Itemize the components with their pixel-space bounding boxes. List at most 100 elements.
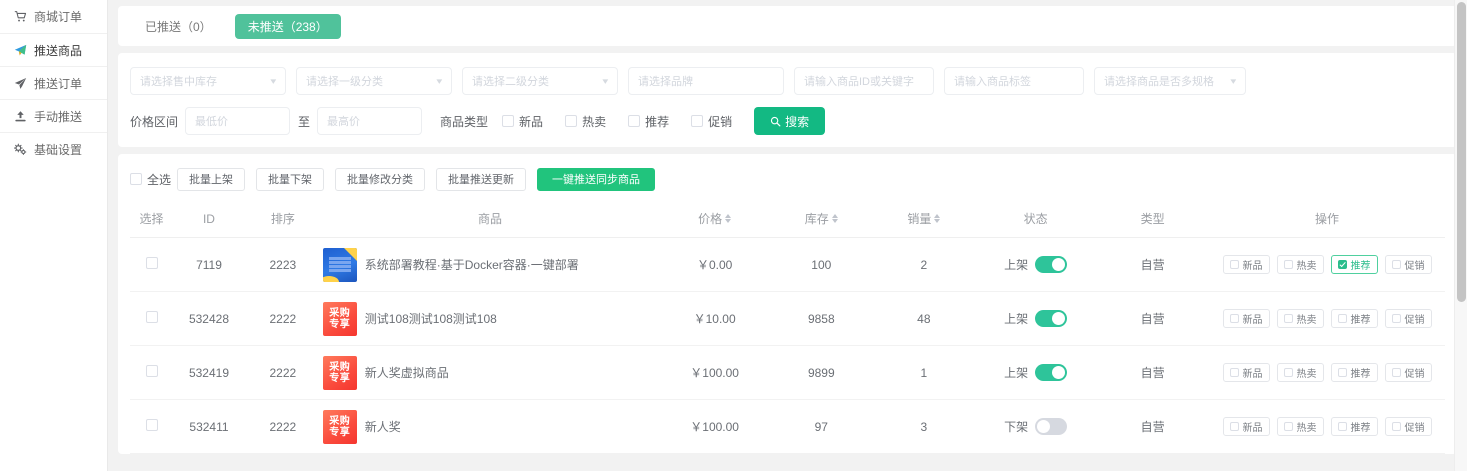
sidebar-item-1[interactable]: 推送商品 [0,33,107,66]
op-button-0[interactable]: 新品 [1222,309,1270,328]
price-min-input[interactable]: 最低价 [185,107,291,135]
cell-price: ￥10.00 [659,291,771,346]
upload-icon [14,110,27,123]
sort-icon[interactable] [725,214,732,223]
bulk-button-0[interactable]: 批量上架 [177,167,246,191]
table-header-6[interactable]: 销量 [872,200,976,238]
row-checkbox[interactable] [145,365,158,377]
tag-input[interactable]: 请输入商品标签 [944,67,1084,95]
brand-select[interactable]: 请选择品牌 [628,67,784,95]
status-toggle[interactable] [1035,364,1068,381]
cell-sort: 2222 [244,399,321,454]
thumbnail-text: 采购 专享 [323,410,357,444]
op-button-2[interactable]: 推荐 [1330,309,1378,328]
type-checkbox-0[interactable]: 新品 [502,113,543,130]
paper-plane-colored-icon [14,44,27,57]
multispec-select[interactable]: 请选择商品是否多规格 ▾ [1094,67,1246,95]
status-label: 下架 [1004,420,1029,434]
bulk-button-2[interactable]: 批量修改分类 [335,167,426,191]
op-button-label: 新品 [1242,369,1263,380]
type-checkbox-1[interactable]: 热卖 [565,113,606,130]
sort-icon[interactable] [831,214,838,223]
select-all-checkbox[interactable]: 全选 [130,171,171,188]
status-toggle[interactable] [1035,418,1068,435]
checkbox-box [1229,368,1239,377]
header-label: 库存 [804,212,829,226]
sort-icon[interactable] [934,214,941,223]
page-scrollbar[interactable] [1454,0,1467,471]
table-header-5[interactable]: 库存 [770,200,873,238]
op-button-3[interactable]: 促销 [1384,309,1432,328]
sidebar-item-4[interactable]: 基础设置 [0,132,107,165]
checkbox-box [1229,422,1239,431]
tab-bar: 已推送（0） 未推送（238） [118,6,1457,46]
op-button-0[interactable]: 新品 [1222,255,1270,274]
bulk-action-buttons: 批量上架 批量下架 批量修改分类 批量推送更新 一键推送同步商品 [177,167,666,191]
sidebar-item-3[interactable]: 手动推送 [0,99,107,132]
op-button-3[interactable]: 促销 [1384,363,1432,382]
tab-1[interactable]: 未推送（238） [234,13,341,39]
op-button-label: 热卖 [1296,423,1317,434]
bulk-button-4[interactable]: 一键推送同步商品 [537,167,656,191]
product-name: 新人奖虚拟商品 [364,366,449,380]
cell-select [130,291,174,346]
sidebar-item-label: 手动推送 [34,109,83,124]
stock-select[interactable]: 请选择售中库存 ▾ [130,67,286,95]
sidebar-item-2[interactable]: 推送订单 [0,66,107,99]
product-name: 测试108测试108测试108 [364,312,497,326]
op-button-1[interactable]: 热卖 [1276,363,1324,382]
status-toggle[interactable] [1035,256,1068,273]
thumbnail-line2: 专享 [329,426,351,438]
cell-sales: 1 [872,345,976,400]
op-button-1[interactable]: 热卖 [1276,417,1324,436]
bulk-button-1[interactable]: 批量下架 [256,167,325,191]
cell-sort: 2222 [244,291,321,346]
row-checkbox[interactable] [145,419,158,431]
cell-id: 532428 [173,291,245,346]
thumbnail-line2: 专享 [329,318,351,330]
op-button-1[interactable]: 热卖 [1276,255,1324,274]
checkbox-box [1391,368,1401,377]
table-header-1: ID [173,200,245,238]
table-header-4[interactable]: 价格 [659,200,771,238]
header-label: 状态 [1023,212,1048,226]
category2-select[interactable]: 请选择二级分类 ▾ [462,67,618,95]
cell-stock: 9858 [770,291,873,346]
op-button-label: 推荐 [1350,369,1371,380]
op-button-2[interactable]: 推荐 [1330,363,1378,382]
tab-0[interactable]: 已推送（0） [132,14,225,39]
cell-id: 532411 [173,399,245,454]
op-button-3[interactable]: 促销 [1384,255,1432,274]
row-checkbox[interactable] [145,311,158,323]
scrollbar-thumb[interactable] [1457,2,1466,302]
bulk-button-3[interactable]: 批量推送更新 [436,167,527,191]
op-button-2[interactable]: 推荐 [1330,255,1378,274]
cell-select [130,345,174,400]
op-button-label: 新品 [1242,261,1263,272]
type-checkbox-label: 热卖 [582,114,607,129]
magnifier-icon [770,116,781,127]
op-button-label: 新品 [1242,315,1263,326]
placeholder-text: 请输入商品ID或关键字 [804,76,914,88]
status-label: 上架 [1004,366,1029,380]
thumbnail-line1: 采购 [329,361,351,373]
op-button-0[interactable]: 新品 [1222,363,1270,382]
op-button-2[interactable]: 推荐 [1330,417,1378,436]
cell-ops: 新品 热卖 推荐 促销 [1209,237,1445,292]
table-row: 532419 2222 采购 专享 新人奖虚拟商品 ￥100.00 9899 1 上架 自营 新品热… [130,345,1445,400]
op-button-1[interactable]: 热卖 [1276,309,1324,328]
op-button-label: 促销 [1404,423,1425,434]
product-name: 系统部署教程·基于Docker容器·一键部署 [364,258,579,272]
price-max-input[interactable]: 最高价 [317,107,423,135]
search-button[interactable]: 搜索 [754,107,826,135]
type-checkbox-3[interactable]: 促销 [691,113,732,130]
row-checkbox[interactable] [145,257,158,269]
category1-select[interactable]: 请选择一级分类 ▾ [296,67,452,95]
status-toggle[interactable] [1035,310,1068,327]
sidebar-item-0[interactable]: 商城订单 [0,0,107,33]
type-checkbox-2[interactable]: 推荐 [628,113,669,130]
op-button-0[interactable]: 新品 [1222,417,1270,436]
keyword-input[interactable]: 请输入商品ID或关键字 [794,67,934,95]
op-button-3[interactable]: 促销 [1384,417,1432,436]
sidebar: 商城订单 推送商品 推送订单手动推送基础设置 [0,0,108,471]
